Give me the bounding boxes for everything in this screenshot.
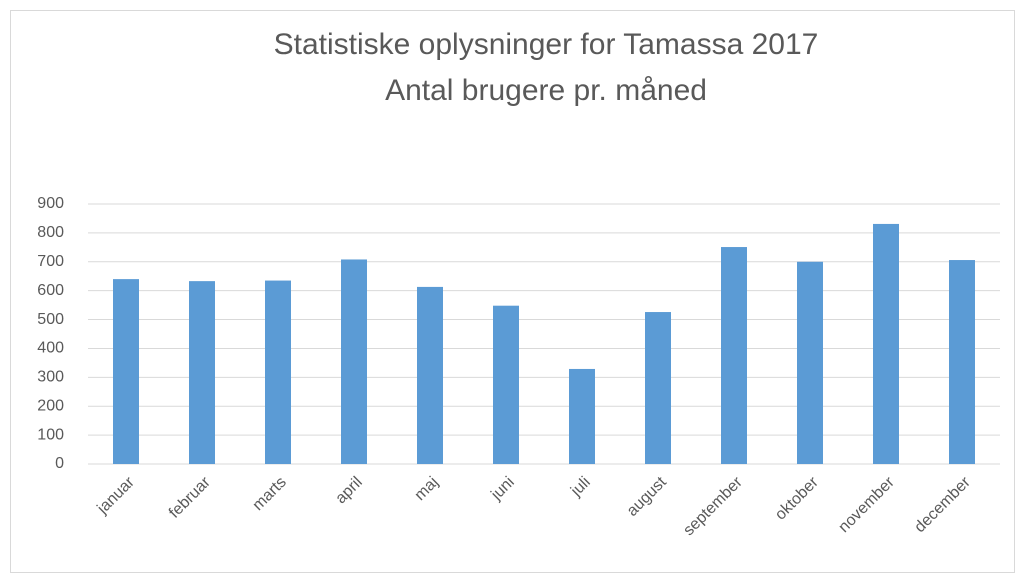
bar <box>417 286 443 464</box>
y-tick-label: 200 <box>37 397 64 414</box>
bar <box>645 312 671 464</box>
chart-title: Statistiske oplysninger for Tamassa 2017 <box>274 28 819 61</box>
bar <box>493 305 519 464</box>
bar <box>265 280 291 464</box>
y-tick-label: 300 <box>37 369 64 386</box>
bar <box>797 261 823 464</box>
y-tick-label: 900 <box>37 195 64 212</box>
bar <box>341 259 367 464</box>
y-tick-label: 100 <box>37 426 64 443</box>
y-tick-label: 400 <box>37 340 64 357</box>
y-tick-label: 0 <box>55 455 64 472</box>
y-tick-label: 500 <box>37 311 64 328</box>
bar <box>949 260 975 464</box>
bar <box>569 368 595 464</box>
chart-border <box>10 10 1015 573</box>
chart-subtitle: Antal brugere pr. måned <box>385 74 707 107</box>
bar <box>873 223 899 464</box>
y-tick-label: 700 <box>37 253 64 270</box>
bar <box>113 279 139 464</box>
bar <box>721 247 747 464</box>
y-tick-label: 600 <box>37 282 64 299</box>
y-tick-label: 800 <box>37 224 64 241</box>
bar <box>189 281 215 464</box>
